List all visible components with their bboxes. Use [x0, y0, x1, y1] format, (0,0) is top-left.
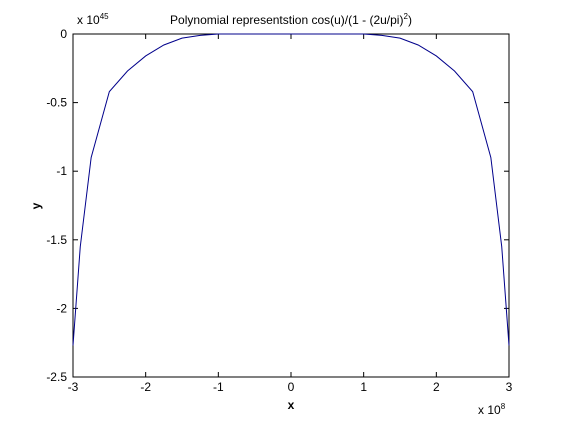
y-tick-label: 0	[60, 27, 67, 41]
x-tick-label: 3	[506, 380, 513, 394]
x-tick-label: -1	[213, 380, 224, 394]
x-multiplier-exponent: 8	[501, 402, 506, 411]
plot-area	[72, 33, 510, 378]
title-text: Polynomial representstion cos(u)/(1 - (2…	[170, 13, 403, 27]
line-series	[72, 33, 510, 346]
y-tick-label: -1	[56, 164, 67, 178]
x-tick-label: 2	[433, 380, 440, 394]
x-axis-label: x	[288, 398, 295, 412]
y-tick-label: -1.5	[46, 233, 67, 247]
y-multiplier-exponent: 45	[100, 12, 109, 21]
x-tick-label: 0	[288, 380, 295, 394]
y-multiplier: x 1045	[77, 12, 109, 27]
y-axis-label: y	[29, 202, 43, 209]
y-tick-label: -0.5	[46, 96, 67, 110]
y-tick-label: -2	[56, 301, 67, 315]
x-tick-label: -3	[68, 380, 79, 394]
y-multiplier-base: x 10	[77, 13, 100, 27]
x-multiplier: x 108	[478, 402, 506, 417]
x-tick-label: 1	[360, 380, 367, 394]
y-tick-label: -2.5	[46, 370, 67, 384]
title-superscript: 2	[403, 12, 408, 21]
title-end: )	[408, 13, 412, 27]
chart-title: Polynomial representstion cos(u)/(1 - (2…	[170, 12, 412, 27]
x-tick-label: -2	[140, 380, 151, 394]
x-multiplier-base: x 10	[478, 403, 501, 417]
